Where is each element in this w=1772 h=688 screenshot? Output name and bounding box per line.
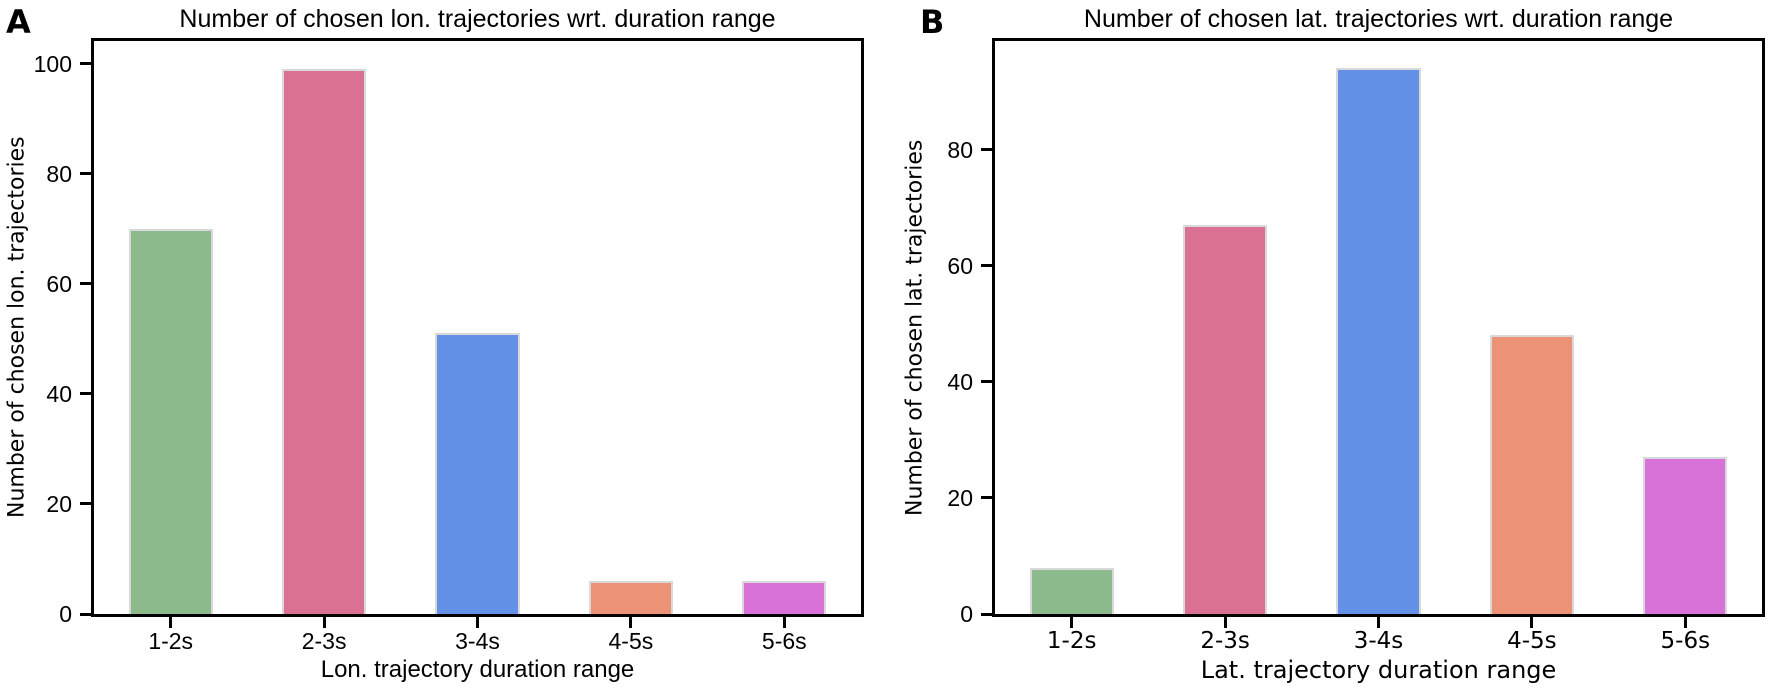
plot-area-lon: 0 20 40 60 80 100 1-2s 2-3s 3-4s 4-5s 5-6s [34, 38, 864, 653]
y-tick-label: 80 [947, 136, 973, 163]
x-tick-label: 3-4s [455, 628, 500, 654]
x-tick-label: 4-5s [1507, 628, 1557, 654]
y-axis-label-lat: Number of chosen lat. trajectories [902, 139, 928, 516]
y-tick-label: 80 [46, 160, 72, 187]
plot-area-lat: 0 20 40 60 80 1-2s 2-3s 3-4s 4-5s 5-6s [947, 38, 1765, 653]
x-axis-label-lat: Lat. trajectory duration range [1200, 656, 1557, 684]
bar-3-4s [435, 333, 520, 614]
y-tick-mark [981, 612, 992, 616]
y-tick-label: 60 [947, 252, 973, 279]
y-tick-mark [80, 502, 91, 506]
x-tick-label: 1-2s [1046, 628, 1097, 654]
x-tick-label: 5-6s [761, 628, 807, 654]
bar-5-6s [742, 580, 827, 614]
x-tick-mark [169, 617, 173, 628]
x-tick-mark [322, 617, 326, 628]
bar-3-4s [1336, 68, 1421, 614]
x-tick-mark [1530, 617, 1534, 628]
y-tick-mark [80, 172, 91, 176]
y-tick-label: 40 [947, 368, 973, 395]
chart-title-lon: Number of chosen lon. trajectories wrt. … [179, 5, 776, 33]
x-tick-mark [1683, 617, 1687, 628]
y-axis-label-lon: Number of chosen lon. trajectories [4, 136, 30, 519]
y-tick-mark [80, 612, 91, 616]
y-tick-mark [981, 496, 992, 500]
x-axis-label-lon: Lon. trajectory duration range [320, 656, 635, 683]
panel-label-b: B [920, 3, 945, 41]
y-tick-label: 20 [947, 484, 973, 511]
x-tick-mark [629, 617, 633, 628]
x-tick-mark [1223, 617, 1227, 628]
y-tick-mark [981, 148, 992, 152]
panel-b: B Number of chosen lat. trajectories wrt… [886, 0, 1772, 688]
bar-4-5s [588, 580, 674, 614]
bar-2-3s [1182, 225, 1268, 614]
bar-1-2s [1029, 567, 1114, 614]
x-tick-mark [782, 617, 786, 628]
x-tick-mark [1377, 617, 1380, 628]
bar-1-2s [128, 228, 213, 614]
y-tick-mark [80, 282, 91, 286]
chart-title-lat: Number of chosen lat. trajectories wrt. … [1083, 5, 1674, 33]
y-tick-mark [80, 62, 91, 66]
y-tick-mark [80, 392, 91, 396]
panel-label-a: A [6, 3, 31, 41]
y-tick-mark [981, 264, 992, 268]
y-tick-label: 0 [59, 601, 72, 627]
bar-2-3s [281, 69, 367, 614]
x-tick-label: 2-3s [301, 628, 347, 654]
bar-5-6s [1643, 457, 1728, 614]
x-tick-label: 4-5s [608, 628, 654, 654]
x-tick-label: 1-2s [148, 628, 194, 654]
x-tick-mark [1070, 617, 1074, 628]
y-tick-label: 100 [33, 50, 72, 77]
x-tick-label: 5-6s [1660, 628, 1711, 654]
bar-4-5s [1489, 335, 1575, 614]
panel-a: A Number of chosen lon. trajectories wrt… [4, 3, 864, 683]
y-tick-label: 40 [46, 380, 72, 407]
y-tick-label: 20 [46, 490, 72, 517]
x-tick-label: 3-4s [1353, 628, 1404, 654]
y-tick-label: 0 [960, 601, 973, 627]
y-tick-mark [981, 380, 992, 384]
y-tick-label: 60 [46, 270, 72, 297]
x-tick-label: 2-3s [1200, 628, 1250, 654]
x-tick-mark [476, 617, 479, 628]
